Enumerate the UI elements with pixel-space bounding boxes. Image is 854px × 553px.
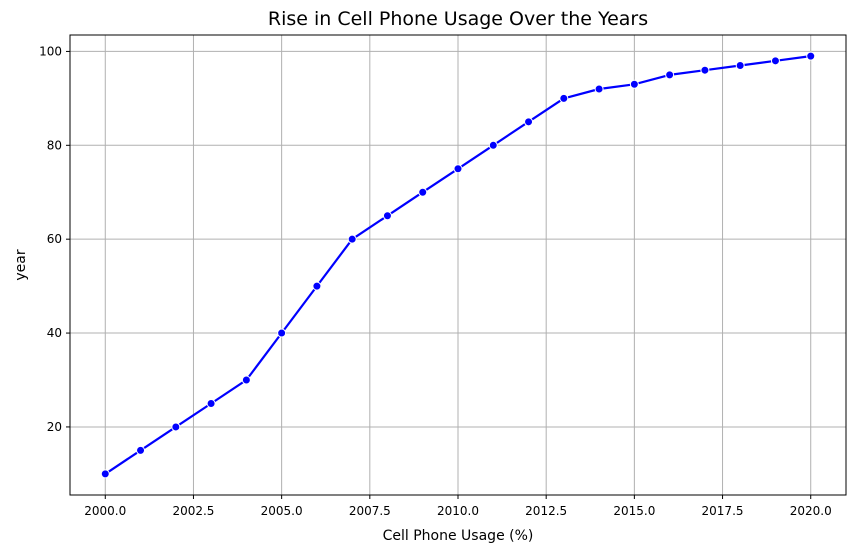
x-axis-label: Cell Phone Usage (%)	[383, 528, 534, 544]
y-axis-label: year	[13, 249, 29, 280]
x-tick-label: 2002.5	[172, 504, 214, 518]
y-tick-label: 100	[39, 44, 62, 58]
data-point	[347, 234, 357, 244]
data-point	[312, 281, 322, 291]
data-point	[418, 187, 428, 197]
axis-ticks: 2000.0 2002.5 2005.0 2007.5 2010.0 2012.5 2015…	[39, 44, 832, 518]
x-tick-label: 2017.5	[702, 504, 744, 518]
x-tick-label: 2012.5	[525, 504, 567, 518]
data-point	[770, 56, 780, 66]
data-point	[665, 70, 675, 80]
chart-title: Rise in Cell Phone Usage Over the Years	[268, 8, 648, 30]
data-point	[136, 445, 146, 455]
x-tick-label: 2005.0	[261, 504, 303, 518]
data-point	[629, 79, 639, 89]
data-point	[700, 65, 710, 75]
y-tick-label: 60	[47, 232, 62, 246]
data-point	[806, 51, 816, 61]
data-point	[488, 140, 498, 150]
data-point	[382, 211, 392, 221]
data-point	[241, 375, 251, 385]
data-point	[735, 61, 745, 71]
series-layer	[100, 51, 816, 479]
x-tick-label: 2020.0	[790, 504, 832, 518]
x-tick-label: 2007.5	[349, 504, 391, 518]
y-tick-label: 40	[47, 326, 62, 340]
x-tick-label: 2015.0	[613, 504, 655, 518]
data-point	[171, 422, 181, 432]
data-point	[100, 469, 110, 479]
data-point	[453, 164, 463, 174]
data-point	[524, 117, 534, 127]
y-tick-label: 20	[47, 420, 62, 434]
data-point	[559, 93, 569, 103]
x-tick-label: 2000.0	[84, 504, 126, 518]
data-point	[594, 84, 604, 94]
plot-frame	[69, 34, 847, 496]
data-point	[206, 398, 216, 408]
data-point	[277, 328, 287, 338]
grid	[70, 35, 846, 495]
y-tick-label: 80	[47, 138, 62, 152]
x-tick-label: 2010.0	[437, 504, 479, 518]
